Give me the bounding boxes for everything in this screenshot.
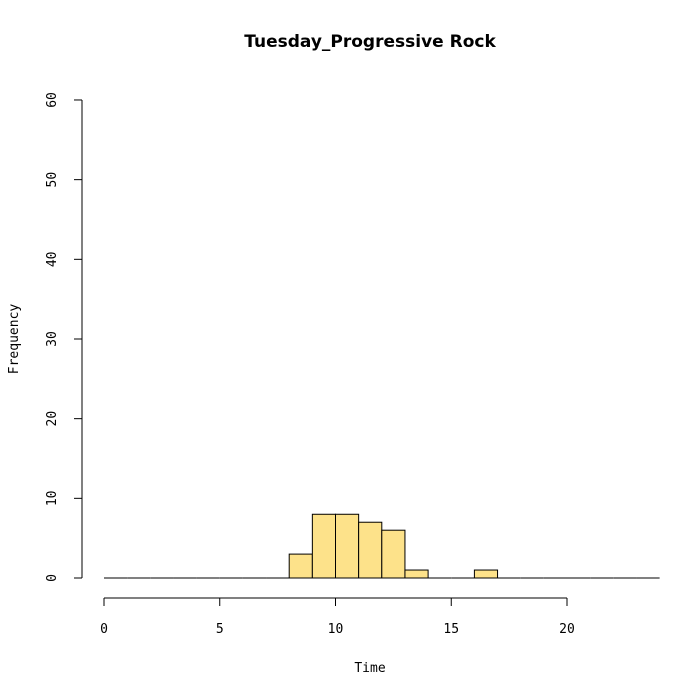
bars-group [104,513,660,579]
y-tick-label: 50 [45,172,60,188]
x-tick-label: 0 [100,622,108,637]
y-tick-label: 30 [45,331,60,347]
y-tick-label: 0 [45,574,60,582]
y-axis: 0 10 20 30 40 50 60 [45,92,83,582]
histogram-bar [311,513,337,579]
histogram-bar [381,529,406,579]
chart-title: Tuesday_Progressive Rock [244,32,496,52]
x-axis: 0 5 10 15 20 [100,597,575,637]
y-tick-label: 10 [45,491,60,507]
histogram-bar [288,553,313,579]
y-tick-label: 60 [45,92,60,108]
x-tick-label: 5 [216,622,224,637]
y-axis-label: Frequency [7,304,22,375]
x-tick-label: 10 [328,622,344,637]
histogram-bar [335,513,360,579]
x-axis-label: Time [354,661,385,676]
x-tick-label: 20 [559,622,575,637]
histogram-bar [358,521,383,579]
y-tick-label: 40 [45,251,60,267]
histogram-bar [404,569,429,579]
histogram-bar [473,569,499,579]
y-tick-label: 20 [45,411,60,427]
x-tick-label: 15 [443,622,459,637]
